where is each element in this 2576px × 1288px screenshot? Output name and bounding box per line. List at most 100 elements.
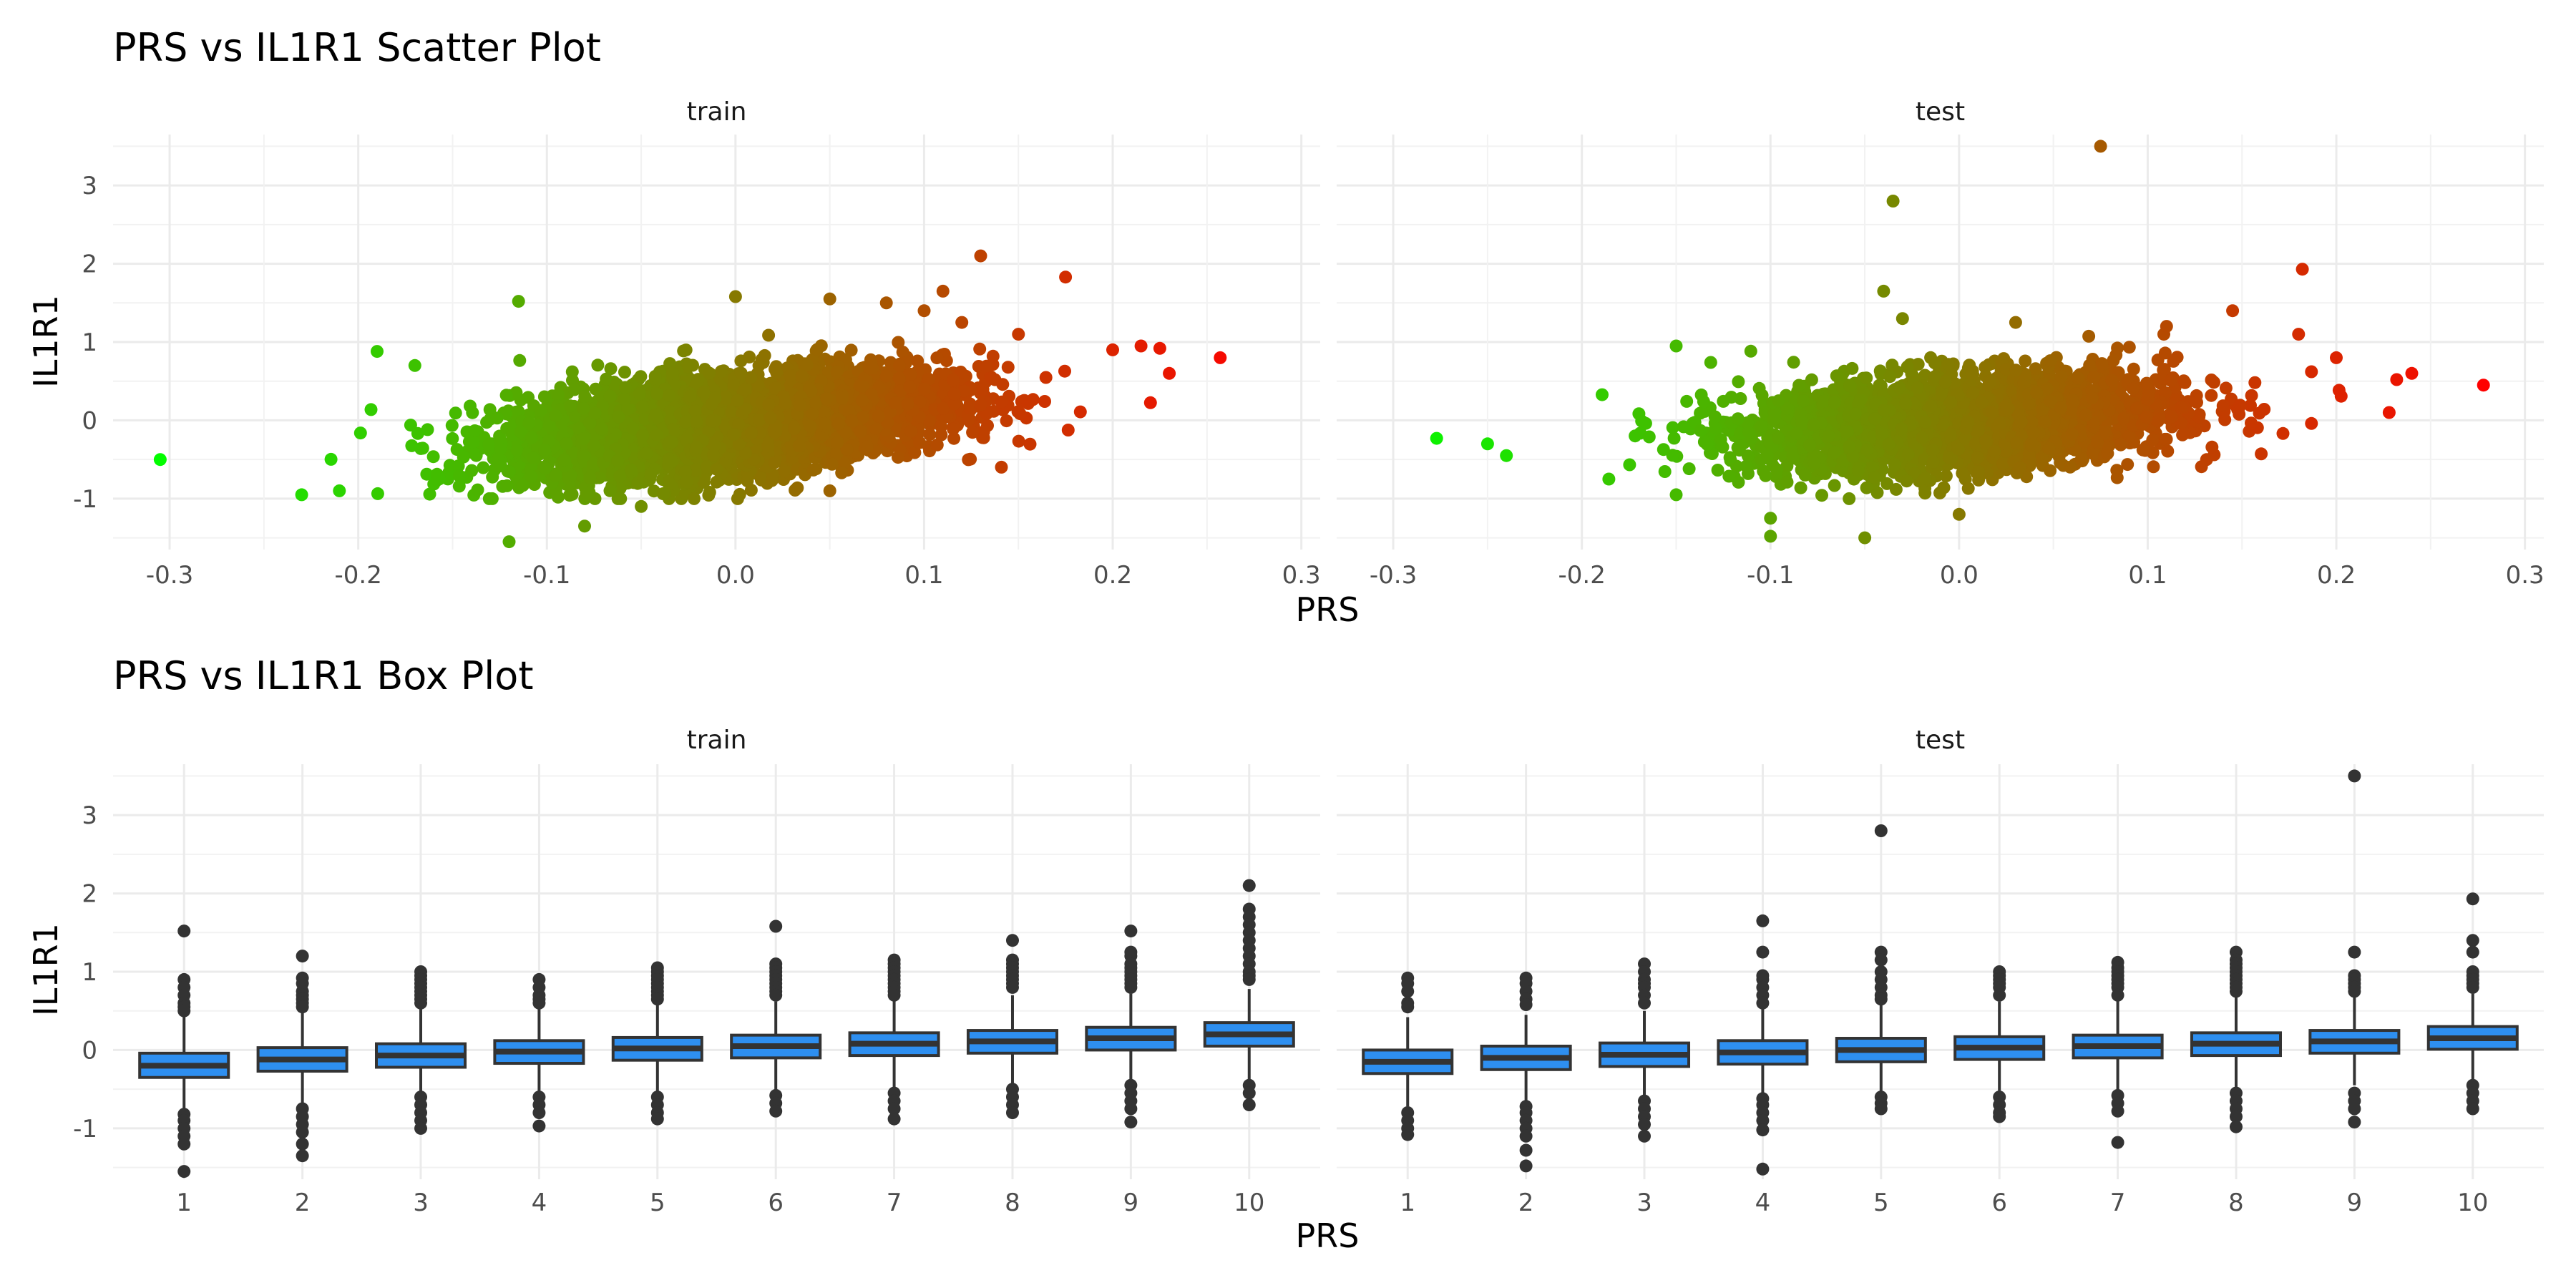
scatter-point <box>494 442 507 456</box>
scatter-point <box>765 474 779 487</box>
scatter-point <box>1143 396 1157 409</box>
scatter-point <box>836 391 849 405</box>
scatter-point <box>538 462 552 475</box>
scatter-point <box>823 484 836 497</box>
scatter-point <box>896 346 909 359</box>
scatter-point <box>650 387 664 401</box>
scatter-point <box>525 469 538 483</box>
scatter-point <box>911 354 924 368</box>
scatter-point <box>485 492 499 505</box>
scatter-point <box>708 391 722 405</box>
scatter-point <box>449 406 462 420</box>
scatter-test-x-tick-label: -0.1 <box>1747 561 1794 590</box>
scatter-train-x-tick-label: 0.1 <box>904 561 943 590</box>
scatter-point <box>845 414 859 428</box>
scatter-point <box>974 398 987 411</box>
scatter-point <box>333 484 346 497</box>
scatter-point <box>624 463 638 477</box>
scatter-point <box>879 369 893 383</box>
scatter-train-y-tick-label: 0 <box>82 406 97 435</box>
scatter-point <box>618 381 632 394</box>
scatter-point <box>538 444 552 457</box>
scatter-panel-test: test-0.3 -0.2 -0.1 0.0 0.1 0.2 0.3 <box>1337 97 2545 590</box>
scatter-point <box>744 484 758 497</box>
scatter-point <box>861 440 874 454</box>
scatter-point <box>649 408 663 421</box>
scatter-point <box>778 464 791 478</box>
scatter-train-x-tick-label: -0.1 <box>523 561 570 590</box>
scatter-point <box>1012 406 1025 419</box>
scatter-point <box>825 457 839 471</box>
scatter-train-y-tick-label: 1 <box>82 328 97 357</box>
scatter-point <box>564 399 577 413</box>
scatter-point <box>904 368 917 381</box>
scatter-point <box>681 360 695 374</box>
scatter-point <box>656 487 670 500</box>
scatter-point <box>976 383 990 396</box>
scatter-point <box>832 417 846 431</box>
scatter-point <box>683 389 697 403</box>
scatter-point <box>710 462 723 476</box>
scatter-point <box>702 489 716 502</box>
scatter-point <box>762 398 776 411</box>
strip-label-train: train <box>687 97 747 127</box>
scatter-point <box>710 475 723 489</box>
scatter-point <box>465 464 479 477</box>
scatter-point <box>800 358 814 371</box>
scatter-point <box>728 290 742 303</box>
scatter-point <box>995 460 1008 474</box>
scatter-point <box>831 436 844 449</box>
scatter-point <box>636 429 650 442</box>
scatter-point <box>618 366 631 379</box>
scatter-point <box>371 345 384 358</box>
scatter-point <box>557 453 571 467</box>
scatter-point <box>995 395 1008 409</box>
scatter-point <box>500 479 514 492</box>
scatter-point <box>679 343 693 357</box>
scatter-point <box>893 358 906 372</box>
scatter-point <box>903 380 917 394</box>
scatter-point <box>1059 270 1073 284</box>
scatter-point <box>2147 460 2160 474</box>
scatter-point <box>986 349 1000 363</box>
scatter-point <box>603 484 617 497</box>
scatter-point <box>714 365 728 379</box>
scatter-point <box>600 372 613 386</box>
scatter-point <box>892 451 904 464</box>
scatter-train-x-tick-label: -0.3 <box>146 561 193 590</box>
scatter-point <box>879 296 893 310</box>
scatter-point <box>364 403 378 416</box>
scatter-point <box>634 370 648 384</box>
scatter-train-x-tick-label: 0.2 <box>1093 561 1132 590</box>
scatter-point <box>421 423 434 436</box>
scatter-point <box>565 487 579 501</box>
scatter-point <box>1000 414 1013 428</box>
scatter-train-y-tick-label: 3 <box>82 172 97 200</box>
scatter-point <box>1073 405 1087 419</box>
scatter-point <box>947 374 960 387</box>
scatter-point <box>153 453 167 467</box>
scatter-point <box>1012 328 1025 341</box>
scatter-point <box>468 424 482 437</box>
scatter-point <box>490 411 504 425</box>
scatter-point <box>707 448 720 462</box>
scatter-point <box>996 378 1010 391</box>
scatter-point <box>635 400 649 414</box>
scatter-point <box>947 387 961 401</box>
scatter-point <box>889 396 902 410</box>
scatter-point <box>537 390 551 404</box>
strip-label-test: test <box>1916 97 1965 127</box>
scatter-point <box>690 415 703 428</box>
scatter-point <box>844 343 858 357</box>
scatter-point <box>666 366 680 380</box>
scatter-point <box>633 387 646 401</box>
scatter-point <box>973 342 987 356</box>
scatter-point <box>947 422 960 436</box>
scatter-point <box>494 459 507 472</box>
scatter-train-y-tick-label: 2 <box>82 250 97 279</box>
scatter-point <box>705 414 718 428</box>
scatter-test-x-tick-label: 0.1 <box>2128 561 2167 590</box>
scatter-point <box>795 369 809 383</box>
scatter-point <box>663 389 676 402</box>
